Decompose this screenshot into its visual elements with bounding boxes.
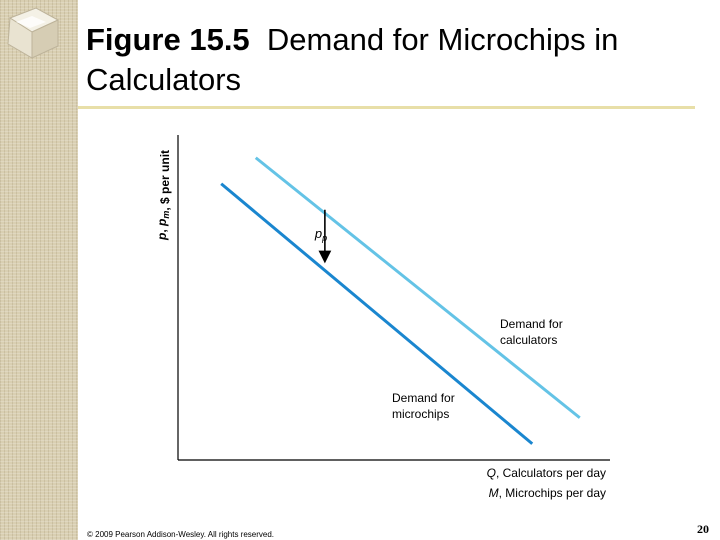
- glass-cube-icon: [7, 7, 60, 59]
- title-text: Demand for Microchips in Calculators: [86, 22, 619, 97]
- calculators-label-line1: Demand for: [500, 317, 563, 331]
- figure-label: Figure 15.5: [86, 22, 250, 57]
- calculators-demand-line: [254, 156, 581, 419]
- y-axis-label: p, pm, $ per unit: [155, 150, 172, 241]
- x-axis-label-calculators: Q, Calculators per day: [487, 466, 606, 480]
- title-divider: [78, 106, 695, 109]
- x-axis-label-microchips: M, Microchips per day: [489, 486, 606, 500]
- page-number: 20: [697, 522, 709, 536]
- decorative-side-strip: [0, 0, 78, 540]
- microchips-label-line2: microchips: [392, 407, 449, 421]
- calculators-label-line2: calculators: [500, 333, 557, 347]
- microchips-demand-line: [220, 182, 534, 445]
- microchips-label-line1: Demand for: [392, 391, 455, 405]
- copyright-footer: © 2009 Pearson Addison-Wesley. All right…: [87, 530, 275, 539]
- slide-title: Figure 15.5 Demand for Microchips in Cal…: [86, 20, 696, 100]
